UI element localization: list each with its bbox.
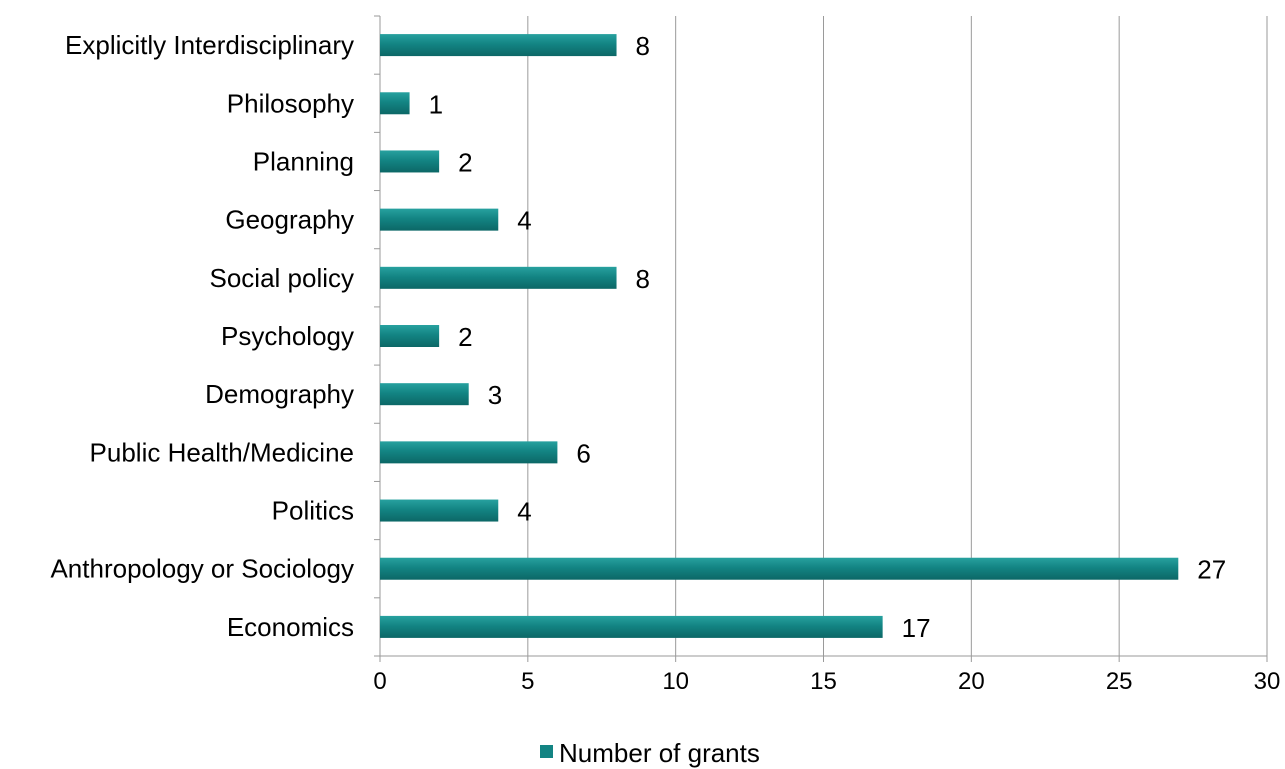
data-label: 2	[458, 322, 472, 352]
x-tick-label-30: 30	[1254, 668, 1281, 695]
bar-philosophy	[380, 92, 410, 115]
data-label: 2	[458, 147, 472, 177]
x-tick-label-0: 0	[373, 668, 386, 695]
data-label: 8	[636, 264, 650, 294]
x-tick-label-25: 25	[1106, 668, 1133, 695]
bar-economics	[380, 615, 883, 638]
data-label: 4	[517, 497, 531, 527]
category-label: Anthropology or Sociology	[50, 554, 354, 584]
bar-demography	[380, 383, 469, 406]
category-label: Philosophy	[227, 88, 354, 118]
bar-politics	[380, 499, 499, 522]
x-tick-label-20: 20	[958, 668, 985, 695]
category-label: Explicitly Interdisciplinary	[65, 30, 354, 60]
bars	[380, 34, 1179, 638]
bar-psychology	[380, 325, 440, 347]
category-label: Politics	[272, 496, 354, 526]
bar-anthropology-or-sociology	[380, 557, 1179, 580]
legend-swatch	[540, 745, 553, 758]
legend: Number of grants	[540, 738, 760, 768]
axes: 0 5 10 15 20 25 30	[373, 15, 1281, 695]
bar-geography	[380, 208, 499, 231]
category-label: Public Health/Medicine	[90, 437, 354, 467]
data-label: 3	[488, 380, 502, 410]
data-label: 17	[902, 613, 931, 643]
data-label: 8	[636, 31, 650, 61]
category-label: Geography	[225, 205, 354, 235]
bar-explicitly-interdisciplinary	[380, 34, 617, 57]
data-label: 6	[576, 438, 590, 468]
bar-planning	[380, 150, 440, 173]
x-tick-label-15: 15	[810, 668, 837, 695]
bar-social-policy	[380, 266, 617, 289]
category-label: Demography	[205, 379, 354, 409]
data-label: 1	[429, 89, 443, 119]
data-label: 27	[1197, 555, 1226, 585]
category-label: Social policy	[209, 263, 354, 293]
gridlines	[527, 16, 1268, 656]
category-label: Psychology	[221, 321, 354, 351]
category-label: Planning	[253, 146, 354, 176]
category-label: Economics	[227, 612, 354, 642]
data-label: 4	[517, 206, 531, 236]
labels: Economics 17 Anthropology or Sociology 27 Po…	[50, 30, 1226, 643]
x-tick-label-10: 10	[662, 668, 689, 695]
x-tick-label-5: 5	[521, 668, 534, 695]
legend-label: Number of grants	[559, 738, 760, 768]
bar-public-health-medicine	[380, 441, 558, 464]
